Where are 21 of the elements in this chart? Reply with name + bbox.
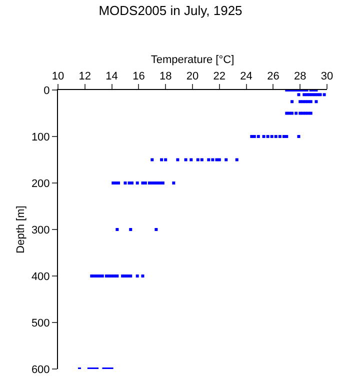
x-tick-label: 28 bbox=[294, 70, 306, 83]
y-tick-label: 0 bbox=[44, 84, 50, 97]
x-tick-label: 12 bbox=[78, 70, 92, 83]
x-tick-label: 10 bbox=[52, 70, 64, 83]
x-tick-label: 20 bbox=[186, 70, 199, 83]
x-tick-label: 16 bbox=[132, 70, 145, 83]
y-tick-label: 400 bbox=[31, 270, 50, 283]
y-tick-label: 600 bbox=[31, 364, 50, 376]
y-axis-title: Depth [m] bbox=[15, 206, 28, 254]
x-tick-label: 22 bbox=[213, 70, 226, 83]
y-tick-label: 300 bbox=[31, 224, 50, 236]
x-axis-title: Temperature [°C] bbox=[150, 54, 234, 66]
chart-title: MODS2005 in July, 1925 bbox=[98, 2, 242, 18]
x-tick-label: 30 bbox=[320, 70, 334, 83]
y-tick-label: 500 bbox=[31, 317, 50, 330]
y-tick-label: 100 bbox=[31, 131, 50, 144]
y-tick-label: 200 bbox=[31, 178, 50, 190]
x-tick-label: 18 bbox=[159, 70, 172, 83]
x-tick-label: 14 bbox=[106, 70, 118, 83]
x-tick-label: 26 bbox=[267, 70, 280, 83]
x-tick-label: 24 bbox=[240, 70, 252, 83]
